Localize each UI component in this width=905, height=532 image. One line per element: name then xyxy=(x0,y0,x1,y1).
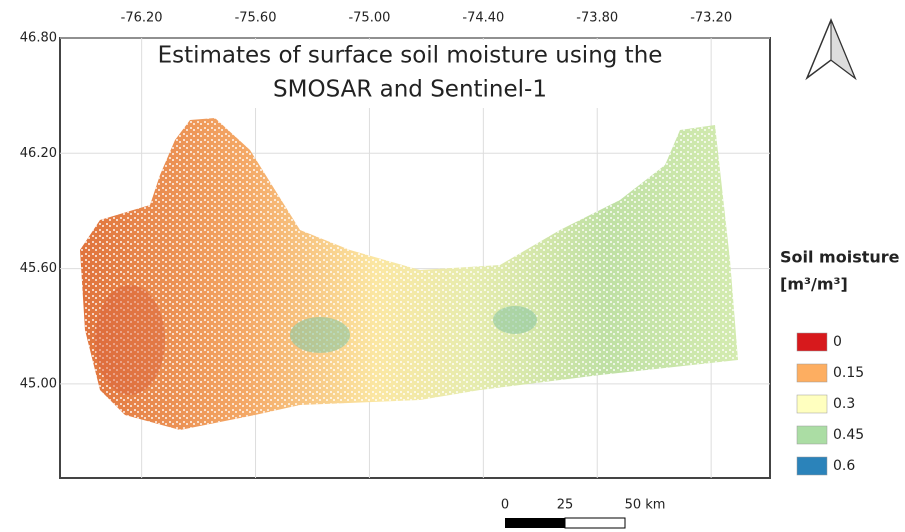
wet-patch xyxy=(290,317,350,353)
legend-swatch xyxy=(796,363,828,383)
title-line: SMOSAR and Sentinel-1 xyxy=(273,77,547,103)
legend-title: Soil moisture xyxy=(780,248,900,267)
scale-label: 0 xyxy=(501,498,509,513)
lon-tick-label: -75.60 xyxy=(235,11,277,26)
dry-patch xyxy=(95,285,165,395)
north-arrow xyxy=(805,18,857,81)
soil-moisture-raster xyxy=(80,118,738,430)
title-box xyxy=(150,40,670,108)
lat-tick-label: 46.80 xyxy=(20,31,57,46)
lon-tick-label: -76.20 xyxy=(121,11,163,26)
lat-tick-label: 45.00 xyxy=(20,376,57,391)
legend-label: 0 xyxy=(833,334,842,350)
lon-tick-label: -73.80 xyxy=(576,11,618,26)
scale-bar: 0 25 50 km xyxy=(501,498,666,529)
legend-swatch xyxy=(796,456,828,476)
legend-label: 0.15 xyxy=(833,365,864,381)
lat-tick-label: 45.60 xyxy=(20,261,57,276)
scale-segment xyxy=(564,517,626,529)
scale-label: 50 km xyxy=(625,498,666,513)
legend-swatch xyxy=(796,425,828,445)
legend-label: 0.45 xyxy=(833,427,864,443)
scale-segment xyxy=(505,518,565,528)
lat-tick-label: 46.20 xyxy=(20,146,57,161)
legend: 0 0.15 0.3 0.45 0.6 xyxy=(796,332,864,476)
lon-tick-label: -73.20 xyxy=(690,11,732,26)
north-arrow-shade xyxy=(830,19,857,80)
scale-label: 25 xyxy=(557,498,574,513)
legend-label: 0.3 xyxy=(833,396,855,412)
lon-tick-label: -75.00 xyxy=(348,11,390,26)
lon-tick-label: -74.40 xyxy=(462,11,504,26)
legend-swatch xyxy=(796,394,828,414)
legend-swatch xyxy=(796,332,828,352)
title-line: Estimates of surface soil moisture using… xyxy=(158,43,663,69)
legend-unit: [m³/m³] xyxy=(780,275,848,294)
wet-patch xyxy=(493,306,537,334)
legend-label: 0.6 xyxy=(833,458,855,474)
moisture-texture xyxy=(80,118,738,430)
